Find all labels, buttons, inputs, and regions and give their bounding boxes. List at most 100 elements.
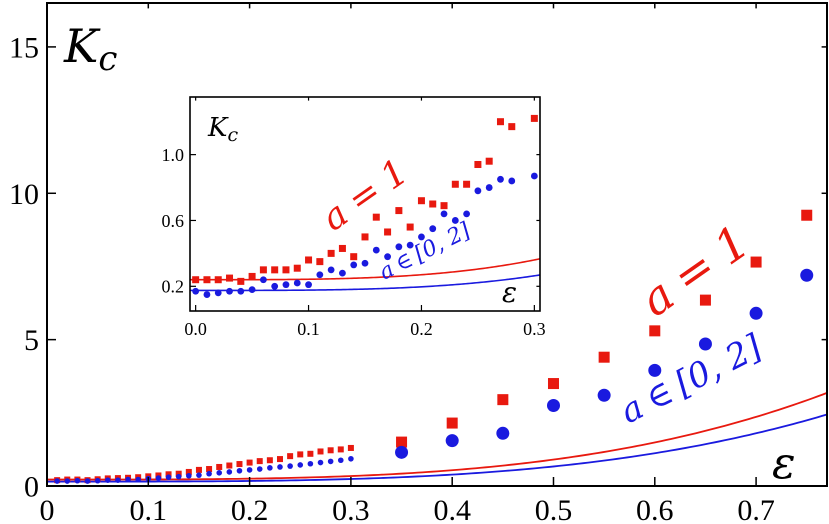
- main-point-red-38: [801, 209, 813, 221]
- main-x-tick-label-4: 0.4: [433, 494, 471, 524]
- main-point-blue-25: [307, 460, 314, 467]
- main-x-tick-label-0: 0: [40, 494, 55, 524]
- inset-point-red-1: [203, 276, 211, 284]
- inset-point-red-12: [327, 249, 335, 257]
- main-point-red-24: [297, 451, 304, 458]
- inset-point-blue-26: [485, 184, 493, 191]
- inset-point-blue-6: [259, 276, 267, 284]
- main-point-blue-21: [267, 465, 273, 471]
- inset-point-red-20: [417, 197, 425, 205]
- inset-point-blue-25: [474, 187, 482, 195]
- main-point-blue-19: [246, 467, 253, 473]
- main-point-red-13: [185, 468, 192, 475]
- main-point-red-21: [266, 457, 273, 464]
- inset-point-blue-0: [192, 287, 200, 295]
- main-y-axis-label: Kc: [63, 19, 117, 79]
- inset-point-red-9: [293, 264, 301, 272]
- inset-point-blue-27: [497, 175, 504, 183]
- main-point-blue-34: [597, 388, 611, 402]
- main-point-blue-3: [84, 478, 91, 484]
- main-point-red-20: [256, 458, 263, 465]
- inset-point-blue-17: [384, 253, 391, 261]
- inset-point-blue-21: [429, 225, 437, 233]
- inset-y-axis-label-main: K: [207, 113, 229, 143]
- main-point-blue-31: [445, 434, 459, 448]
- main-point-red-14: [195, 466, 202, 473]
- main-point-red-22: [276, 456, 283, 463]
- main-point-blue-33: [546, 399, 560, 412]
- inset-point-red-25: [474, 160, 482, 168]
- main-point-blue-35: [648, 363, 662, 377]
- main-point-blue-1: [64, 478, 71, 484]
- main-point-blue-20: [256, 466, 263, 472]
- main-point-blue-30: [395, 445, 409, 459]
- inset-point-blue-18: [395, 243, 403, 251]
- inset-point-blue-10: [305, 281, 312, 289]
- main-x-tick-label-3: 0.3: [332, 494, 370, 524]
- inset-point-red-11: [316, 258, 324, 266]
- inset-fit-curve-red: [190, 258, 541, 281]
- inset-point-blue-24: [463, 210, 471, 218]
- inset-x-axis-label: ε: [502, 276, 517, 309]
- inset-point-blue-23: [451, 217, 459, 224]
- main-fit-curves: [47, 392, 828, 483]
- main-point-red-30: [396, 436, 408, 448]
- main-point-blue-6: [115, 477, 121, 483]
- main-point-blue-16: [216, 470, 223, 476]
- main-point-blue-2: [74, 477, 81, 484]
- inset-point-red-15: [361, 233, 369, 241]
- inset-background: [190, 97, 540, 311]
- inset-point-red-26: [485, 157, 493, 165]
- inset-axis-ticks: 0.0 0.1 0.2 0.3 0.2 0.6 1.0: [162, 97, 546, 339]
- main-point-red-31: [446, 417, 458, 429]
- main-point-red-36: [699, 294, 711, 306]
- main-fit-curve-red: [47, 392, 828, 481]
- inset-plot-frame: [189, 96, 541, 312]
- inset-x-tick-label-2: 0.2: [410, 319, 433, 339]
- main-y-tick-label-2: 10: [9, 178, 39, 211]
- main-y-axis-label-sub: c: [98, 39, 117, 79]
- main-x-tick-label-7: 0.7: [737, 494, 775, 524]
- inset-point-red-22: [440, 202, 448, 210]
- inset-point-red-27: [496, 118, 504, 126]
- main-point-blue-12: [175, 473, 182, 480]
- main-point-red-26: [317, 448, 324, 455]
- inset-point-red-29: [530, 114, 538, 122]
- main-point-blue-11: [165, 474, 172, 481]
- inset-point-red-21: [429, 200, 437, 208]
- main-point-blue-8: [135, 476, 141, 483]
- inset-point-red-24: [463, 180, 471, 188]
- main-point-red-12: [175, 470, 182, 477]
- inset-point-blue-22: [440, 210, 448, 218]
- main-point-blue-26: [317, 459, 324, 466]
- inset-point-red-23: [451, 180, 459, 188]
- main-point-red-11: [165, 471, 172, 478]
- inset-y-tick-label-1: 0.6: [162, 211, 185, 231]
- main-point-blue-37: [749, 306, 763, 320]
- main-point-blue-14: [196, 472, 202, 478]
- main-point-red-17: [226, 462, 233, 469]
- inset-point-red-5: [248, 272, 256, 280]
- main-point-blue-5: [104, 477, 111, 483]
- inset-plot: 0.0 0.1 0.2 0.3 0.2 0.6 1.0: [162, 96, 546, 339]
- inset-point-red-14: [350, 253, 358, 261]
- inset-y-tick-label-2: 1.0: [162, 145, 185, 165]
- inset-fit-curve-blue: [190, 274, 541, 292]
- main-x-tick-label-1: 0.1: [130, 494, 168, 524]
- main-plot-frame: [46, 2, 828, 487]
- inset-data-points: [192, 114, 538, 298]
- inset-point-blue-14: [350, 261, 358, 269]
- inset-point-blue-12: [327, 266, 335, 274]
- main-x-tick-label-2: 0.2: [231, 494, 269, 524]
- inset-point-blue-19: [406, 241, 414, 249]
- main-y-axis-label-main: K: [63, 19, 101, 73]
- main-point-red-35: [649, 325, 661, 337]
- inset-point-red-7: [271, 266, 279, 274]
- main-point-blue-29: [348, 455, 354, 462]
- inset-y-axis-label-sub: c: [227, 124, 238, 146]
- main-plot: 0 0.1 0.2 0.3 0.4 0.5 0.6 0.7 0 5 10 15: [9, 2, 828, 524]
- inset-point-blue-2: [214, 289, 222, 297]
- inset-point-blue-11: [316, 271, 324, 279]
- inset-x-tick-label-3: 0.3: [523, 319, 546, 339]
